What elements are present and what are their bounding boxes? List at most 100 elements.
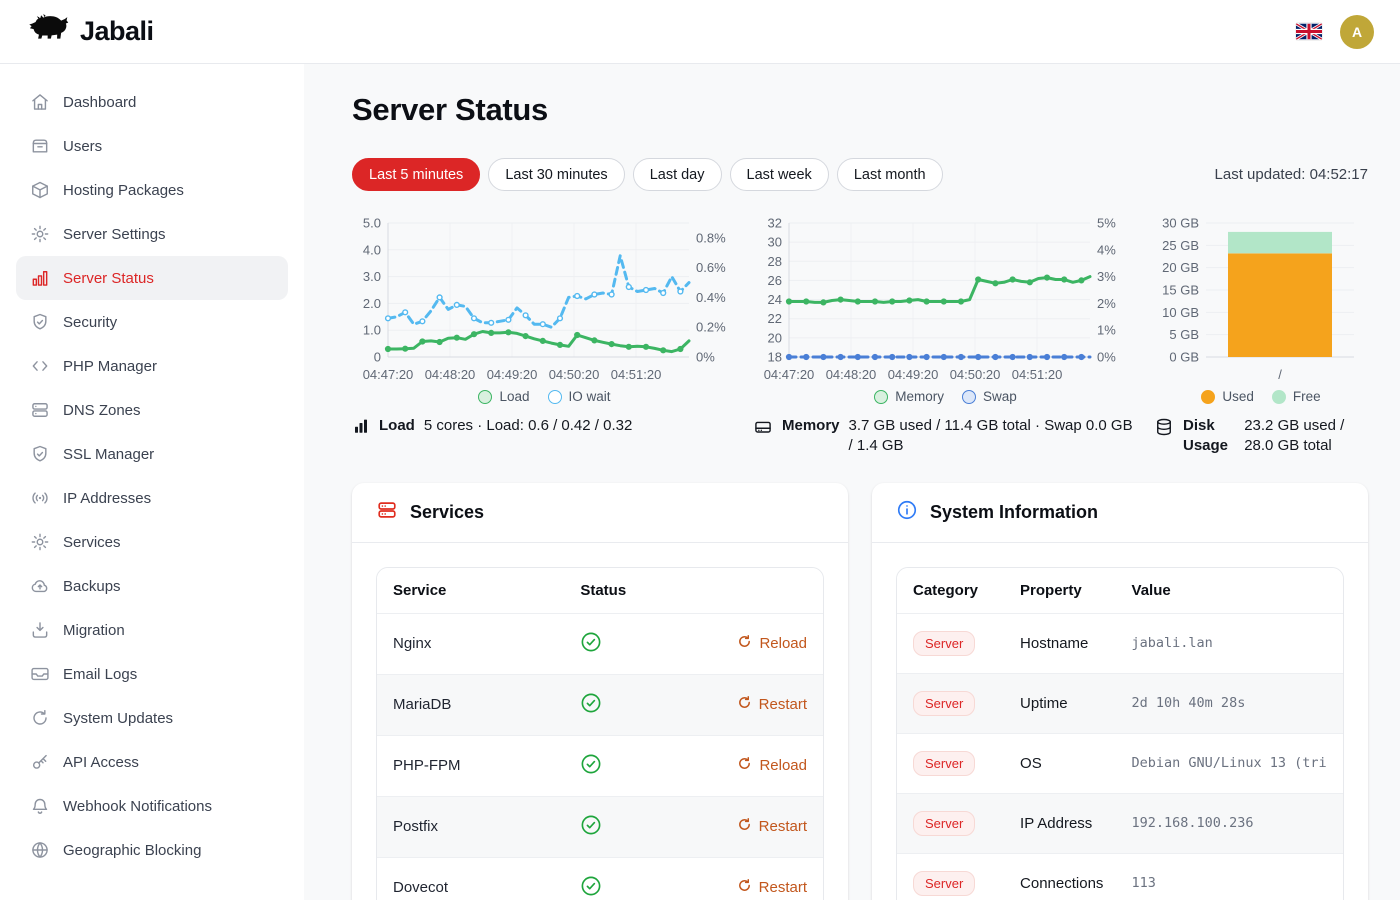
refresh-icon	[737, 878, 752, 897]
svg-text:25 GB: 25 GB	[1162, 238, 1199, 253]
sidebar-item-label: PHP Manager	[63, 358, 157, 375]
status-ok-icon	[580, 823, 602, 840]
filter-last-month[interactable]: Last month	[837, 158, 943, 191]
category-badge: Server	[913, 631, 975, 656]
legend-item-io-wait: IO wait	[548, 389, 611, 404]
sidebar-item-security[interactable]: Security	[16, 300, 288, 344]
svg-text:0.4%: 0.4%	[696, 290, 726, 305]
restart-dovecot-button[interactable]: Restart	[737, 878, 807, 897]
service-row-dovecot: DovecotRestart	[377, 857, 823, 900]
system-row-os: ServerOSDebian GNU/Linux 13 (trixie)	[897, 733, 1343, 793]
refresh-icon	[737, 695, 752, 714]
charts-row: 04:47:2004:48:2004:49:2004:50:2004:51:20…	[352, 215, 1368, 457]
svg-text:04:49:20: 04:49:20	[888, 367, 939, 382]
reload-nginx-button[interactable]: Reload	[737, 634, 807, 653]
service-row-postfix: Postfix Restart	[377, 796, 823, 857]
restart-mariadb-button[interactable]: Restart	[737, 695, 807, 714]
key-icon	[30, 752, 50, 772]
property-value: 113	[1132, 875, 1327, 891]
svg-text:3%: 3%	[1097, 269, 1116, 284]
property-name: IP Address	[1004, 793, 1116, 853]
svg-text:1.0: 1.0	[363, 323, 381, 338]
system-info-table: Category Property Value ServerHostnameja…	[897, 568, 1343, 900]
svg-text:/: /	[1278, 367, 1282, 382]
refresh-icon	[737, 817, 752, 836]
sidebar-item-label: Server Settings	[63, 226, 166, 243]
uk-flag-icon[interactable]	[1296, 23, 1322, 40]
svg-text:0%: 0%	[1097, 350, 1116, 365]
filter-last-day[interactable]: Last day	[633, 158, 722, 191]
load-summary: Load5 cores · Load: 0.6 / 0.42 / 0.32	[352, 416, 737, 436]
system-col-value: Value	[1116, 568, 1343, 614]
service-row-php-fpm: PHP-FPMReload	[377, 735, 823, 796]
sidebar-item-services[interactable]: Services	[16, 520, 288, 564]
sidebar-item-geographic-blocking[interactable]: Geographic Blocking	[16, 828, 288, 872]
service-status	[564, 674, 693, 735]
filter-last-week[interactable]: Last week	[730, 158, 829, 191]
sidebar-item-label: Services	[63, 534, 121, 551]
bar-chart-icon	[352, 417, 370, 435]
sidebar-item-system-updates[interactable]: System Updates	[16, 696, 288, 740]
svg-text:04:48:20: 04:48:20	[826, 367, 877, 382]
sidebar-item-ssl-manager[interactable]: SSL Manager	[16, 432, 288, 476]
filter-last-30-minutes[interactable]: Last 30 minutes	[488, 158, 624, 191]
sidebar-item-server-settings[interactable]: Server Settings	[16, 212, 288, 256]
sidebar-item-backups[interactable]: Backups	[16, 564, 288, 608]
memory-summary: Memory3.7 GB used / 11.4 GB total · Swap…	[753, 416, 1138, 457]
svg-text:0 GB: 0 GB	[1169, 350, 1199, 365]
sidebar-item-api-access[interactable]: API Access	[16, 740, 288, 784]
sidebar-item-migration[interactable]: Migration	[16, 608, 288, 652]
sidebar-item-ip-addresses[interactable]: IP Addresses	[16, 476, 288, 520]
service-name: Postfix	[377, 796, 564, 857]
filter-last-5-minutes[interactable]: Last 5 minutes	[352, 158, 480, 191]
sidebar-item-php-manager[interactable]: PHP Manager	[16, 344, 288, 388]
sidebar-item-dashboard[interactable]: Dashboard	[16, 80, 288, 124]
sidebar-item-hosting-packages[interactable]: Hosting Packages	[16, 168, 288, 212]
main-content: Server Status Last 5 minutesLast 30 minu…	[304, 64, 1400, 900]
sidebar-item-webhook-notifications[interactable]: Webhook Notifications	[16, 784, 288, 828]
sidebar-item-label: Hosting Packages	[63, 182, 184, 199]
legend-item-used: Used	[1201, 389, 1254, 404]
svg-text:28: 28	[768, 254, 782, 269]
sidebar-item-label: Dashboard	[63, 94, 136, 111]
svg-text:04:48:20: 04:48:20	[425, 367, 476, 382]
sidebar-item-label: IP Addresses	[63, 490, 151, 507]
sidebar-item-users[interactable]: Users	[16, 124, 288, 168]
svg-text:32: 32	[768, 216, 782, 231]
code-icon	[30, 356, 50, 376]
sidebar-item-label: Geographic Blocking	[63, 842, 201, 859]
system-info-card-title: System Information	[930, 502, 1098, 523]
svg-text:15 GB: 15 GB	[1162, 283, 1199, 298]
cards-row: Services Service Status	[352, 483, 1368, 900]
time-filter-row: Last 5 minutesLast 30 minutesLast dayLas…	[352, 158, 1368, 191]
summary-text: 23.2 GB used / 28.0 GB total	[1244, 416, 1368, 457]
system-row-uptime: ServerUptime2d 10h 40m 28s	[897, 673, 1343, 733]
legend-item-swap: Swap	[962, 389, 1017, 404]
sidebar-item-server-status[interactable]: Server Status	[16, 256, 288, 300]
summary-label: Disk Usage	[1183, 416, 1235, 457]
refresh-icon	[737, 634, 752, 653]
sidebar-item-dns-zones[interactable]: DNS Zones	[16, 388, 288, 432]
svg-text:24: 24	[768, 292, 782, 307]
avatar[interactable]: A	[1340, 15, 1374, 49]
services-table: Service Status NginxReloadMariaDBRestart…	[377, 568, 823, 900]
sidebar-item-label: API Access	[63, 754, 139, 771]
services-card-header: Services	[352, 483, 848, 543]
property-name: Hostname	[1004, 613, 1116, 673]
shield-icon	[30, 312, 50, 332]
reload-php-fpm-button[interactable]: Reload	[737, 756, 807, 775]
sidebar-item-email-logs[interactable]: Email Logs	[16, 652, 288, 696]
brand[interactable]: Jabali	[24, 12, 154, 51]
system-col-property: Property	[1004, 568, 1116, 614]
svg-text:04:49:20: 04:49:20	[487, 367, 538, 382]
restart-postfix-button[interactable]: Restart	[737, 817, 807, 836]
property-name: Connections	[1004, 853, 1116, 900]
sidebar-item-label: System Updates	[63, 710, 173, 727]
info-icon	[896, 499, 918, 526]
summary-text: 3.7 GB used / 11.4 GB total · Swap 0.0 G…	[849, 416, 1138, 457]
system-row-hostname: ServerHostnamejabali.lan	[897, 613, 1343, 673]
property-name: OS	[1004, 733, 1116, 793]
status-ok-icon	[580, 640, 602, 657]
services-col-actions	[694, 568, 823, 614]
svg-text:0%: 0%	[696, 350, 715, 365]
